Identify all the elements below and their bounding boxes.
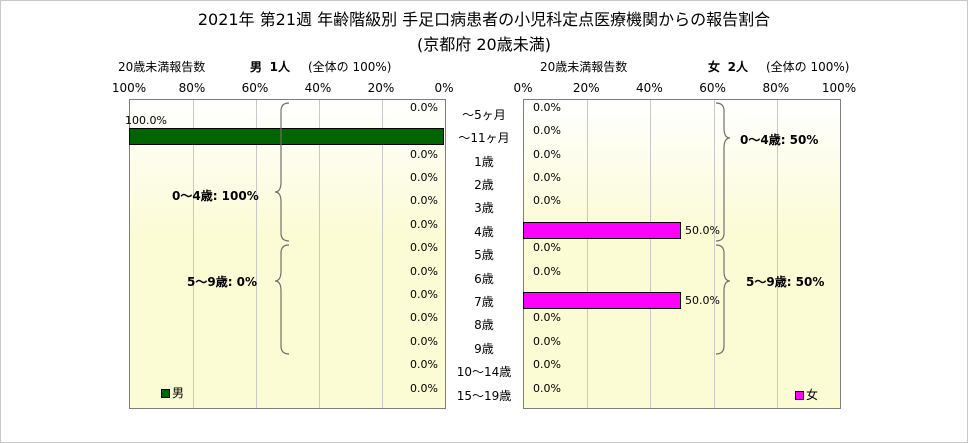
right-sex-label: 女 2人	[708, 60, 749, 74]
female-data-label: 0.0%	[533, 311, 561, 325]
female-legend: 女	[795, 386, 818, 403]
category-label: 6歳	[474, 271, 494, 286]
right-tick-label: 60%	[699, 81, 726, 95]
female-legend-swatch	[795, 391, 804, 400]
left-tick-label: 0%	[434, 81, 454, 95]
left-share-note: (全体の 100%)	[308, 60, 392, 74]
female-data-label: 0.0%	[533, 170, 561, 184]
male-data-label: 0.0%	[410, 241, 438, 255]
male-data-label: 0.0%	[410, 381, 438, 395]
right-tick-label: 20%	[572, 81, 600, 95]
female-data-label: 0.0%	[533, 147, 561, 161]
female-data-label: 0.0%	[533, 358, 561, 372]
female-5-9-brace	[715, 244, 731, 355]
female-data-label: 0.0%	[533, 124, 561, 138]
gridline	[382, 100, 383, 408]
female-data-label: 50.0%	[685, 293, 720, 307]
gridline	[776, 100, 778, 408]
gridline	[256, 100, 257, 408]
male-data-label: 100.0%	[125, 114, 167, 128]
female-data-label: 0.0%	[533, 241, 561, 255]
category-label: 2歳	[474, 177, 494, 192]
male-data-label: 0.0%	[410, 100, 438, 114]
female-data-label: 0.0%	[533, 264, 561, 278]
gridline	[587, 100, 589, 408]
right-share-note: (全体の 100%)	[766, 60, 850, 74]
left-tick-label: 40%	[304, 81, 332, 95]
chart-subtitle: (京都府 20歳未満)	[417, 35, 551, 54]
female-data-label: 0.0%	[533, 334, 561, 348]
category-label: 10～14歳	[456, 365, 512, 380]
female-5-9-annotation: 5～9歳: 50%	[746, 275, 825, 289]
female-bar	[523, 291, 681, 309]
female-data-label: 0.0%	[533, 194, 561, 208]
right-tick-label: 40%	[636, 81, 663, 95]
male-data-label: 0.0%	[410, 264, 438, 278]
male-data-label: 0.0%	[410, 311, 438, 325]
male-data-label: 0.0%	[410, 147, 438, 161]
right-axis-title: 20歳未満報告数	[540, 60, 628, 74]
male-0-4-brace	[274, 102, 290, 242]
gridline	[650, 100, 652, 408]
male-plot-area	[129, 99, 446, 409]
right-tick-label: 100%	[821, 81, 857, 95]
gridline	[193, 100, 194, 408]
female-0-4-brace	[715, 102, 731, 242]
left-axis-title: 20歳未満報告数	[118, 60, 206, 74]
male-legend-swatch	[161, 389, 170, 398]
female-bar	[523, 221, 681, 239]
category-label: 7歳	[474, 294, 494, 309]
category-label: 4歳	[474, 224, 494, 239]
category-label: 8歳	[474, 318, 494, 333]
male-data-label: 0.0%	[410, 217, 438, 231]
chart-title: 2021年 第21週 年齢階級別 手足口病患者の小児科定点医療機関からの報告割合	[197, 10, 771, 29]
gridline	[319, 100, 320, 408]
left-tick-label: 60%	[241, 81, 269, 95]
category-label: 3歳	[474, 201, 494, 216]
male-legend: 男	[161, 384, 184, 401]
male-bar	[129, 128, 444, 146]
male-0-4-annotation: 0～4歳: 100%	[172, 189, 259, 203]
category-label: 15～19歳	[456, 388, 512, 403]
category-label: 5歳	[474, 248, 494, 263]
male-data-label: 0.0%	[410, 334, 438, 348]
female-data-label: 0.0%	[533, 381, 561, 395]
right-tick-label: 0%	[513, 81, 533, 95]
right-tick-label: 80%	[762, 81, 790, 95]
male-data-label: 0.0%	[410, 170, 438, 184]
female-data-label: 50.0%	[685, 223, 720, 237]
female-0-4-annotation: 0～4歳: 50%	[740, 133, 819, 147]
gridline	[713, 100, 715, 408]
male-data-label: 0.0%	[410, 194, 438, 208]
male-data-label: 0.0%	[410, 358, 438, 372]
left-sex-label: 男 1人	[250, 60, 291, 74]
left-tick-label: 20%	[367, 81, 395, 95]
category-label: ～11ヶ月	[458, 131, 510, 146]
category-label: ～5ヶ月	[462, 107, 506, 122]
female-plot-area	[523, 99, 841, 409]
male-5-9-annotation: 5～9歳: 0%	[187, 275, 258, 289]
left-tick-label: 100%	[111, 81, 147, 95]
category-label: 1歳	[474, 154, 494, 169]
category-label: 9歳	[474, 341, 494, 356]
male-5-9-brace	[274, 244, 290, 355]
female-data-label: 0.0%	[533, 100, 561, 114]
male-data-label: 0.0%	[410, 287, 438, 301]
left-tick-label: 80%	[178, 81, 206, 95]
